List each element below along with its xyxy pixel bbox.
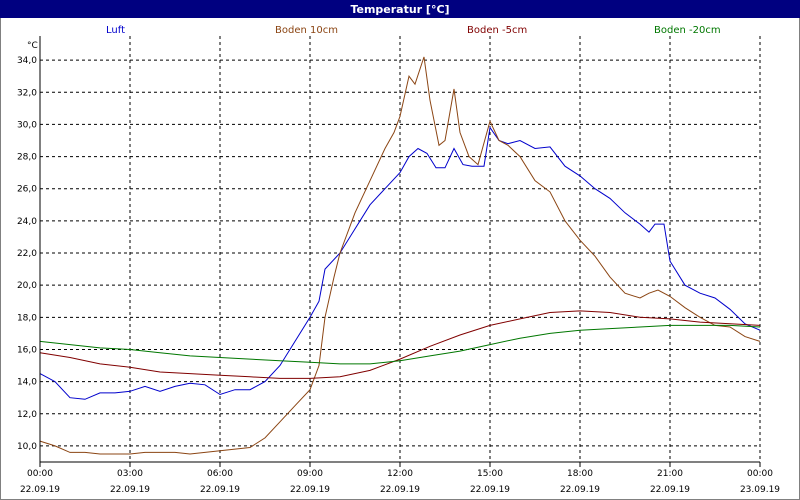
legend-luft: Luft bbox=[106, 25, 125, 36]
legend-boden-20cm: Boden -20cm bbox=[654, 25, 721, 36]
grid bbox=[39, 36, 761, 462]
x-tick-date: 22.09.19 bbox=[380, 485, 420, 495]
x-tick-time: 00:00 bbox=[747, 469, 773, 479]
y-tick-label: 30,0 bbox=[17, 120, 37, 130]
y-tick-label: 14,0 bbox=[17, 378, 37, 388]
x-tick-time: 09:00 bbox=[297, 469, 323, 479]
y-tick-label: 16,0 bbox=[17, 345, 37, 355]
series-line-boden-5cm bbox=[39, 310, 761, 379]
x-tick-time: 03:00 bbox=[117, 469, 143, 479]
x-tick-date: 23.09.19 bbox=[740, 485, 780, 495]
x-tick-date: 22.09.19 bbox=[200, 485, 240, 495]
legend-boden-5cm: Boden -5cm bbox=[467, 25, 528, 36]
series-group bbox=[39, 56, 761, 455]
x-tick-date: 22.09.19 bbox=[110, 485, 150, 495]
series-line-luft bbox=[39, 126, 761, 400]
x-tick-time: 15:00 bbox=[477, 469, 503, 479]
y-tick-label: 20,0 bbox=[17, 281, 37, 291]
axes: 10,0 12,0 14,0 16,0 18,0 20,0 22,0 24,0 26,0 28,0… bbox=[17, 36, 780, 495]
y-unit-label: °C bbox=[27, 41, 38, 51]
y-tick-label: 18,0 bbox=[17, 313, 37, 323]
x-tick-date: 22.09.19 bbox=[20, 485, 60, 495]
y-tick-label: 12,0 bbox=[17, 410, 37, 420]
y-tick-label: 26,0 bbox=[17, 185, 37, 195]
x-tick-date: 22.09.19 bbox=[560, 485, 600, 495]
legend-boden-10cm: Boden 10cm bbox=[275, 25, 338, 36]
y-tick-label: 10,0 bbox=[17, 442, 37, 452]
y-tick-label: 28,0 bbox=[17, 153, 37, 163]
y-tick-label: 34,0 bbox=[17, 56, 37, 66]
y-tick-label: 22,0 bbox=[17, 249, 37, 259]
x-tick-time: 06:00 bbox=[207, 469, 233, 479]
y-tick-label: 32,0 bbox=[17, 88, 37, 98]
chart-title: Temperatur [°C] bbox=[0, 0, 800, 18]
x-tick-time: 12:00 bbox=[387, 469, 413, 479]
y-tick-label: 24,0 bbox=[17, 217, 37, 227]
x-tick-date: 22.09.19 bbox=[290, 485, 330, 495]
x-tick-time: 21:00 bbox=[657, 469, 683, 479]
series-line-boden-10cm bbox=[39, 56, 761, 455]
series-line-boden-20cm bbox=[39, 324, 761, 365]
x-tick-time: 18:00 bbox=[567, 469, 593, 479]
x-tick-date: 22.09.19 bbox=[650, 485, 690, 495]
x-tick-time: 00:00 bbox=[27, 469, 53, 479]
x-tick-date: 22.09.19 bbox=[470, 485, 510, 495]
